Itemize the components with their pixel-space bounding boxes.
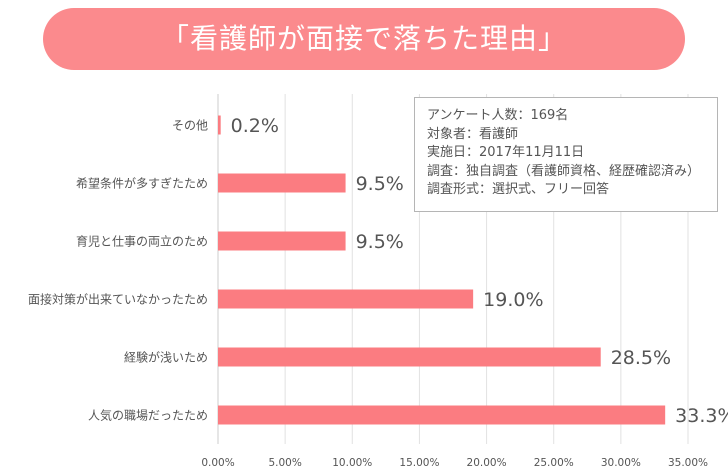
bar xyxy=(218,115,221,135)
title-banner: 「看護師が面接で落ちた理由」 xyxy=(43,8,685,70)
category-label: 面接対策が出来ていなかったため xyxy=(28,292,208,307)
chart-title: 「看護師が面接で落ちた理由」 xyxy=(160,22,567,55)
value-label: 28.5% xyxy=(611,347,671,369)
info-date: 実施日：2017年11月11日 xyxy=(427,145,585,160)
value-label: 19.0% xyxy=(483,289,543,311)
bar xyxy=(218,347,601,367)
category-label: 育児と仕事の両立のため xyxy=(76,234,208,249)
x-tick-label: 0.00% xyxy=(201,457,234,469)
info-target: 対象者：看護師 xyxy=(427,126,519,142)
bar xyxy=(218,405,666,425)
category-label: 希望条件が多すぎたため xyxy=(76,176,208,191)
x-tick-label: 15.00% xyxy=(399,457,439,469)
value-label: 9.5% xyxy=(356,231,404,253)
x-tick-label: 5.00% xyxy=(268,457,301,469)
x-tick-label: 20.00% xyxy=(467,457,507,469)
x-tick-label: 25.00% xyxy=(534,457,574,469)
category-label: 人気の職場だったため xyxy=(88,408,208,423)
value-label: 33.3% xyxy=(675,405,728,427)
info-format: 調査形式：選択式、フリー回答 xyxy=(427,182,610,197)
x-tick-label: 10.00% xyxy=(332,457,372,469)
x-tick-label: 35.00% xyxy=(668,457,708,469)
bar xyxy=(218,289,474,309)
bar xyxy=(218,173,346,193)
bar xyxy=(218,231,346,251)
category-label: 経験が浅いため xyxy=(124,350,208,365)
category-label: その他 xyxy=(172,119,208,133)
survey-info-box: アンケート人数：169名 対象者：看護師 実施日：2017年11月11日 調査：… xyxy=(414,97,718,212)
value-label: 9.5% xyxy=(356,173,404,195)
value-label: 0.2% xyxy=(231,115,279,137)
x-tick-label: 30.00% xyxy=(601,457,641,469)
info-survey: 調査：独自調査（看護師資格、経歴確認済み） xyxy=(427,163,701,179)
info-respondents: アンケート人数：169名 xyxy=(427,108,569,123)
